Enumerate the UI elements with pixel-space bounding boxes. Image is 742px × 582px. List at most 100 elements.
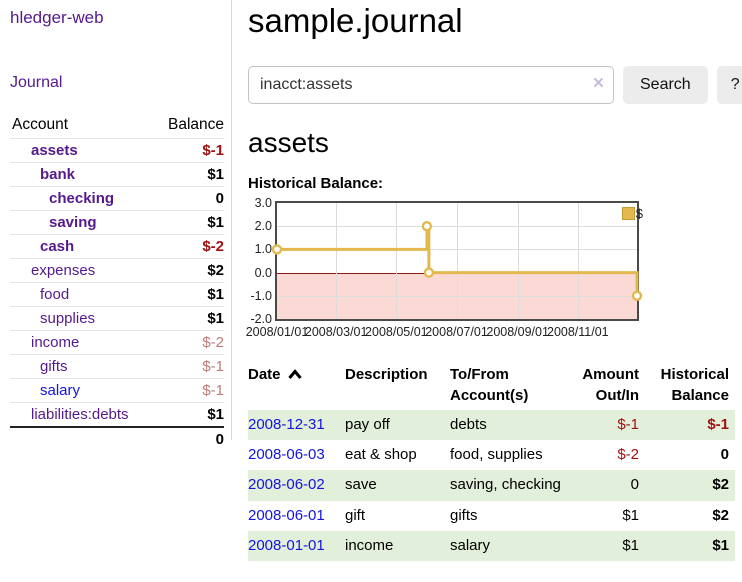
account-heading: assets	[248, 126, 329, 158]
account-balance: 0	[215, 190, 224, 207]
transaction-description: eat & shop	[345, 446, 417, 464]
transaction-accounts: gifts	[450, 506, 478, 524]
transaction-balance: $-1	[707, 415, 729, 433]
account-row: gifts $-1	[10, 354, 224, 379]
account-balance: $-2	[202, 238, 224, 255]
y-axis-label: -2.0	[250, 311, 272, 326]
transaction-balance: 0	[720, 446, 729, 464]
x-axis-label: 2008/05/01	[365, 324, 428, 339]
account-link-expenses[interactable]: expenses	[31, 262, 96, 279]
x-axis-label: 2008/09/01	[486, 324, 549, 339]
transaction-description: gift	[345, 506, 366, 524]
transaction-amount: $1	[622, 536, 639, 554]
transaction-accounts: saving, checking	[450, 476, 561, 494]
main-content: sample.journal × Search ? assets Histori…	[232, 0, 742, 582]
sidebar-item-journal[interactable]: Journal	[10, 74, 63, 91]
account-balance: $-2	[202, 334, 224, 351]
transaction-date-link[interactable]: 2008-06-03	[248, 446, 325, 464]
column-header-balance: Historical Balance	[660, 365, 729, 404]
x-axis-label: 2008/11/01	[546, 324, 609, 339]
column-header-date-label: Date	[248, 365, 281, 383]
account-link-income[interactable]: income	[31, 334, 80, 351]
x-axis-label: 2008/07/01	[425, 324, 488, 339]
sort-ascending-icon	[287, 369, 302, 379]
column-header-description: Description	[345, 365, 428, 383]
transaction-balance: $2	[712, 506, 729, 524]
account-link-cash[interactable]: cash	[40, 238, 75, 255]
accounts-header-balance: Balance	[167, 116, 224, 133]
account-link-assets[interactable]: assets	[31, 142, 78, 159]
transaction-accounts: salary	[450, 536, 491, 554]
y-axis-label: 2.0	[254, 219, 272, 234]
transaction-row: 2008-06-02 save saving, checking 0 $2	[248, 470, 735, 501]
y-axis-label: 3.0	[254, 195, 272, 210]
search-box: ×	[248, 65, 614, 104]
account-row: liabilities:debts $1	[10, 402, 224, 428]
brand-link[interactable]: hledger-web	[10, 8, 104, 27]
transaction-row: 2008-12-31 pay off debts $-1 $-1	[248, 409, 735, 441]
legend-label: $	[635, 205, 643, 221]
register-tbody: 2008-12-31 pay off debts $-1 $-1 2008-06-03 ea…	[248, 409, 735, 562]
account-link-saving[interactable]: saving	[49, 214, 97, 231]
transaction-description: save	[345, 476, 377, 494]
accounts-header-row: Account Balance	[10, 113, 224, 139]
account-link-gifts[interactable]: gifts	[40, 358, 68, 375]
transaction-balance: $1	[712, 536, 729, 554]
series-line	[271, 220, 643, 301]
sidebar: hledger-web Journal Account Balance asse…	[0, 0, 232, 448]
account-balance: $1	[207, 406, 224, 423]
data-point-marker	[631, 290, 643, 301]
x-axis-label: 2008/01/01	[245, 324, 309, 339]
v-gridline	[577, 202, 579, 319]
account-row: expenses $2	[10, 258, 224, 283]
account-balance: $1	[207, 166, 224, 183]
v-gridline	[336, 202, 338, 319]
transaction-description: pay off	[345, 415, 390, 433]
account-link-salary[interactable]: salary	[40, 382, 81, 399]
transaction-accounts: debts	[450, 415, 487, 433]
column-header-amount: Amount Out/In	[582, 365, 639, 404]
register-header-row: Date Description To/From Account(s) Amou…	[248, 362, 735, 410]
transaction-row: 2008-06-03 eat & shop food, supplies $-2 0	[248, 440, 735, 470]
account-row: salary $-1	[10, 378, 224, 403]
data-point-marker	[271, 244, 283, 255]
search-input[interactable]	[248, 65, 614, 104]
v-gridline	[456, 202, 458, 319]
accounts-header-account: Account	[12, 116, 69, 133]
account-balance: $-1	[202, 382, 224, 399]
transaction-row: 2008-06-01 gift gifts $1 $2	[248, 501, 735, 531]
transaction-date-link[interactable]: 2008-06-01	[248, 506, 325, 524]
y-axis-label: 1.0	[254, 242, 272, 257]
clear-search-icon[interactable]: ×	[592, 72, 604, 94]
column-header-accounts: To/From Account(s)	[450, 365, 529, 404]
account-link-liabilities-debts[interactable]: liabilities:debts	[31, 406, 129, 423]
y-axis-label: -1.0	[250, 288, 272, 303]
account-balance: $1	[207, 310, 224, 327]
transaction-date-link[interactable]: 2008-01-01	[248, 536, 325, 554]
account-row: saving $1	[10, 210, 224, 235]
search-button[interactable]: Search	[623, 65, 708, 104]
account-link-supplies[interactable]: supplies	[40, 310, 96, 327]
chart-legend: $	[621, 205, 643, 221]
account-row: food $1	[10, 282, 224, 307]
page-title: sample.journal	[248, 2, 463, 39]
transaction-accounts: food, supplies	[450, 446, 543, 464]
accounts-total-value: 0	[215, 431, 224, 448]
account-link-checking[interactable]: checking	[49, 190, 115, 207]
transaction-row: 2008-01-01 income salary $1 $1	[248, 530, 735, 562]
help-button[interactable]: ?	[716, 65, 742, 104]
data-point-marker	[421, 220, 433, 232]
transaction-date-link[interactable]: 2008-06-02	[248, 476, 325, 494]
accounts-total-spacer	[10, 427, 154, 451]
account-link-bank[interactable]: bank	[40, 166, 76, 183]
v-gridline	[517, 202, 519, 319]
transaction-date-link[interactable]: 2008-12-31	[248, 415, 325, 433]
account-row: cash $-2	[10, 234, 224, 259]
account-row: income $-2	[10, 330, 224, 355]
transaction-amount: $-2	[617, 446, 639, 464]
transaction-description: income	[345, 536, 394, 554]
account-row: assets $-1	[10, 138, 224, 163]
transaction-amount: $-1	[617, 415, 639, 433]
column-header-date[interactable]: Date	[248, 362, 345, 410]
account-link-food[interactable]: food	[40, 286, 70, 303]
